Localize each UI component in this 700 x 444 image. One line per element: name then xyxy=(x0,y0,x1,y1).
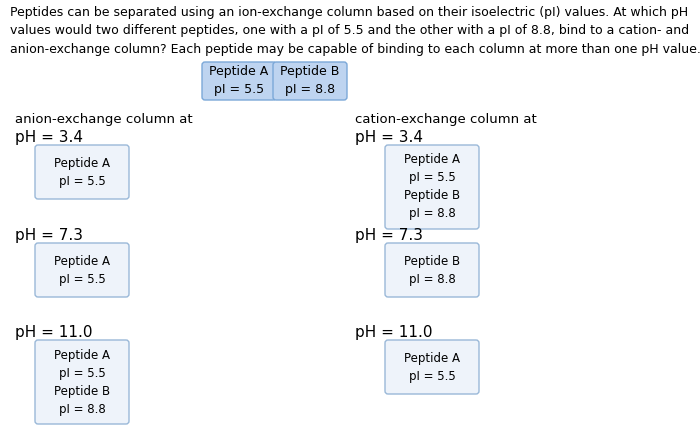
Text: pH = 11.0: pH = 11.0 xyxy=(355,325,433,340)
Text: Peptide B
pI = 8.8: Peptide B pI = 8.8 xyxy=(280,66,340,96)
Text: pH = 3.4: pH = 3.4 xyxy=(15,130,83,145)
FancyBboxPatch shape xyxy=(273,62,347,100)
Text: Peptides can be separated using an ion-exchange column based on their isoelectri: Peptides can be separated using an ion-e… xyxy=(10,6,700,56)
Text: Peptide A
pI = 5.5
Peptide B
pI = 8.8: Peptide A pI = 5.5 Peptide B pI = 8.8 xyxy=(54,349,110,416)
FancyBboxPatch shape xyxy=(385,243,479,297)
Text: Peptide A
pI = 5.5: Peptide A pI = 5.5 xyxy=(54,156,110,187)
Text: anion-exchange column at: anion-exchange column at xyxy=(15,113,192,126)
FancyBboxPatch shape xyxy=(385,145,479,229)
FancyBboxPatch shape xyxy=(35,340,129,424)
Text: pH = 7.3: pH = 7.3 xyxy=(355,228,423,243)
Text: Peptide B
pI = 8.8: Peptide B pI = 8.8 xyxy=(404,254,460,285)
FancyBboxPatch shape xyxy=(202,62,276,100)
Text: Peptide A
pI = 5.5
Peptide B
pI = 8.8: Peptide A pI = 5.5 Peptide B pI = 8.8 xyxy=(404,154,460,221)
Text: pH = 11.0: pH = 11.0 xyxy=(15,325,92,340)
Text: pH = 3.4: pH = 3.4 xyxy=(355,130,423,145)
Text: Peptide A
pI = 5.5: Peptide A pI = 5.5 xyxy=(209,66,269,96)
FancyBboxPatch shape xyxy=(35,243,129,297)
FancyBboxPatch shape xyxy=(385,340,479,394)
Text: Peptide A
pI = 5.5: Peptide A pI = 5.5 xyxy=(404,352,460,382)
Text: pH = 7.3: pH = 7.3 xyxy=(15,228,83,243)
Text: Peptide A
pI = 5.5: Peptide A pI = 5.5 xyxy=(54,254,110,285)
Text: cation-exchange column at: cation-exchange column at xyxy=(355,113,537,126)
FancyBboxPatch shape xyxy=(35,145,129,199)
